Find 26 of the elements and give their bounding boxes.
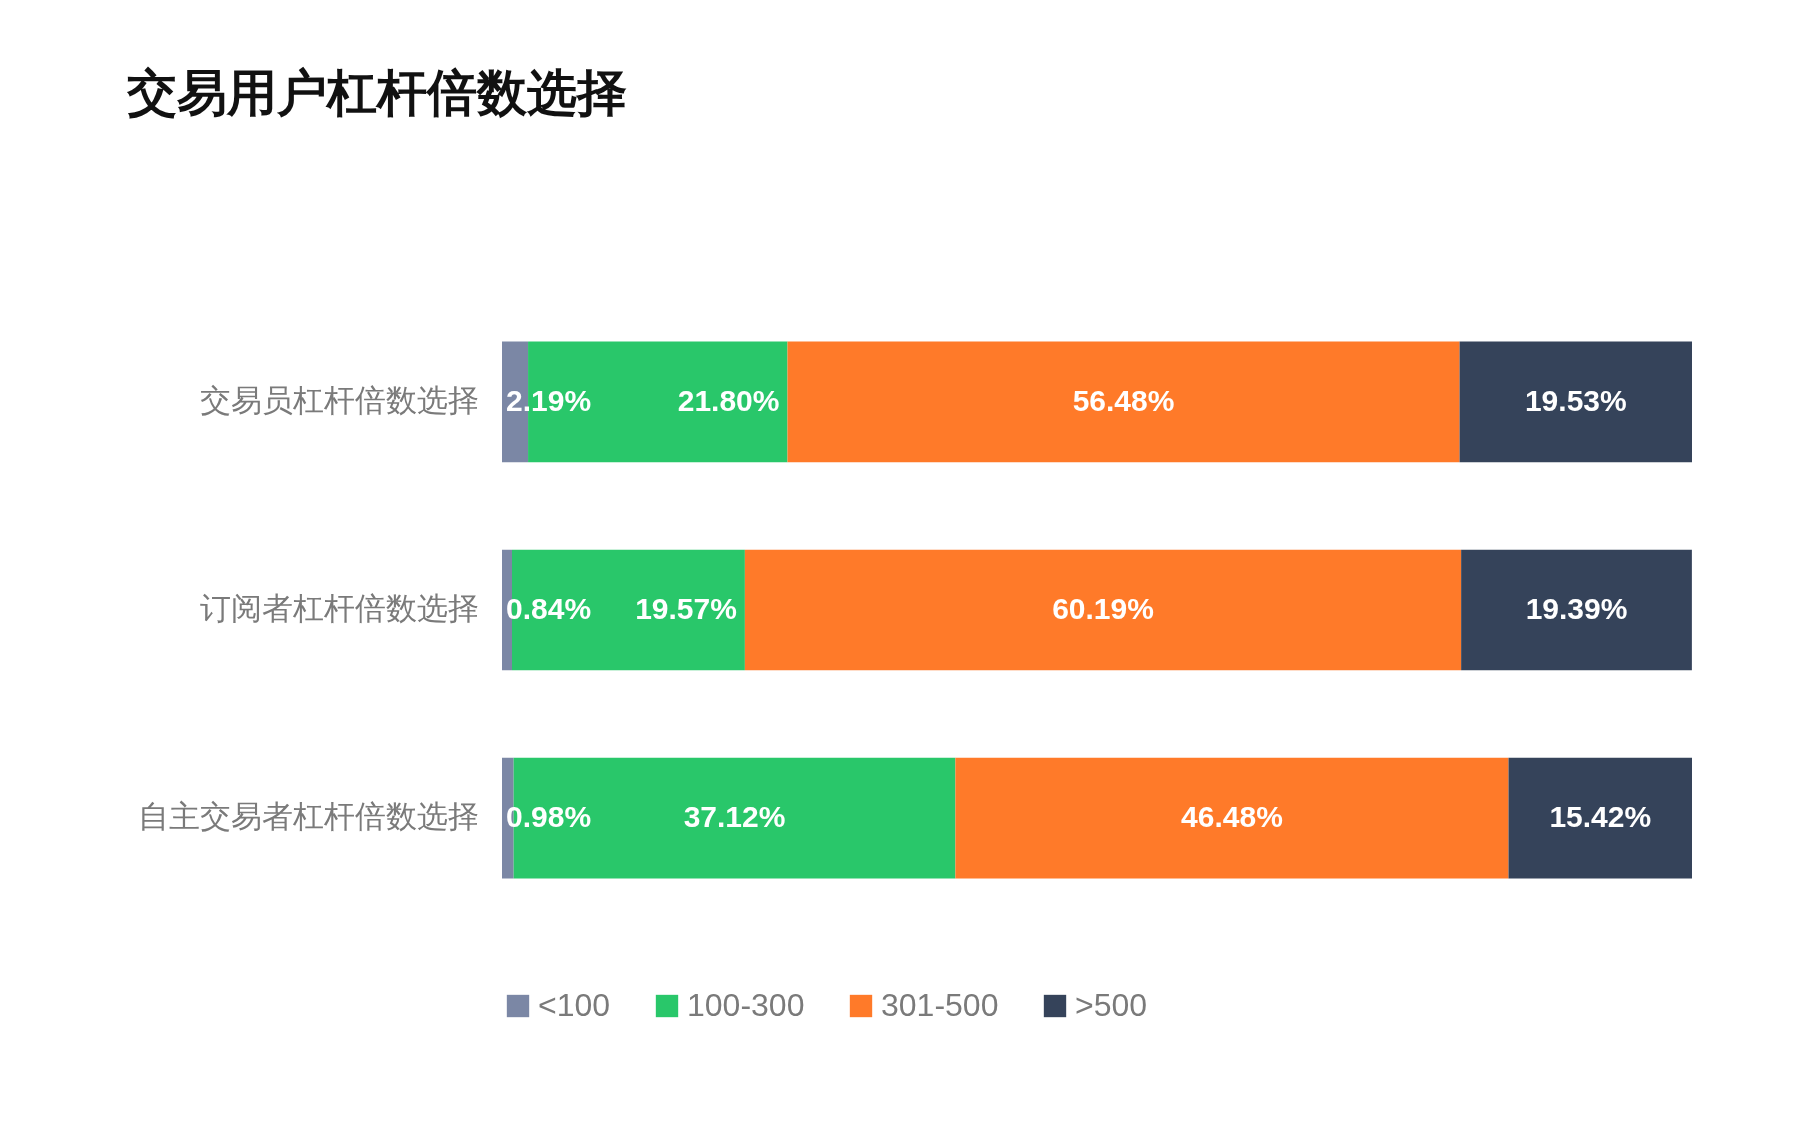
- data-label: 46.48%: [1181, 800, 1283, 834]
- data-label: 15.42%: [1549, 800, 1652, 834]
- bar: [744, 549, 1462, 671]
- data-label: 0.84%: [506, 592, 592, 625]
- legend-label: 100-300: [687, 987, 805, 1023]
- y-tick-label: 订阅者杠杆倍数选择: [199, 591, 479, 626]
- data-label: 19.53%: [1524, 383, 1627, 417]
- bar: [787, 341, 1460, 463]
- data-label: 37.12%: [683, 800, 786, 834]
- bar: [1459, 341, 1692, 463]
- y-tick-label: 交易员杠杆倍数选择: [199, 382, 479, 418]
- bar: [955, 757, 1509, 879]
- legend-label: >500: [1075, 987, 1148, 1023]
- chart-title: 交易用户杠杆倍数选择: [126, 65, 627, 121]
- data-label: 60.19%: [1052, 592, 1154, 625]
- data-label: 56.48%: [1072, 383, 1175, 417]
- data-label: 19.39%: [1525, 592, 1628, 625]
- y-tick-label: 自主交易者杠杆倍数选择: [137, 799, 479, 835]
- legend-label: 301-500: [881, 987, 999, 1023]
- bar: [1508, 757, 1692, 879]
- legend-label: <100: [538, 987, 611, 1023]
- bar: [1461, 549, 1692, 671]
- data-label: 19.57%: [635, 592, 737, 625]
- data-label: 21.80%: [677, 383, 780, 417]
- data-label: 2.19%: [506, 383, 592, 417]
- data-label: 0.98%: [506, 800, 592, 834]
